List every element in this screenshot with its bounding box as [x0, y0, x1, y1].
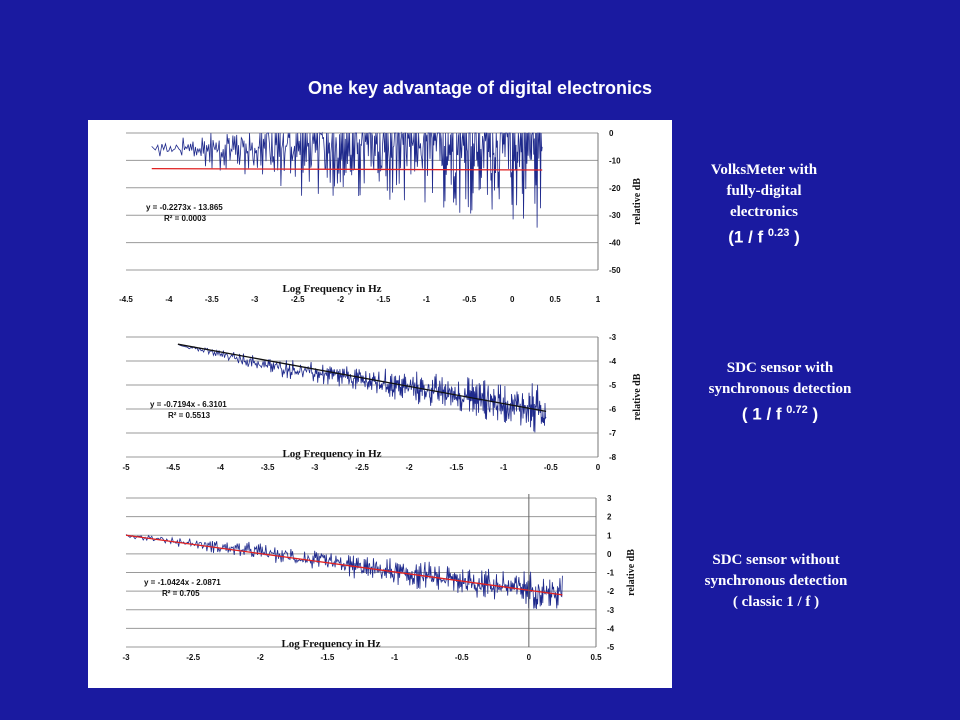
formula-suffix: ) [807, 404, 819, 424]
x-tick-label: -1.5 [377, 295, 391, 304]
fit-equation: y = -0.7194x - 6.3101 [150, 400, 227, 409]
y-axis-label: relative dB [632, 373, 643, 420]
x-tick-label: -2.5 [355, 463, 369, 472]
x-tick-label: -4 [165, 295, 173, 304]
x-tick-label: -3.5 [261, 463, 275, 472]
formula-prefix: ( 1 / f [741, 404, 787, 424]
annotation-line: fully-digital [726, 183, 802, 199]
r-squared: R² = 0.0003 [164, 214, 207, 223]
annotation-line: synchronous detection [704, 573, 848, 589]
charts-svg: 0-10-20-30-40-50-4.5 -4 -3.5 -3 -2.5 -2 -1.5 -1… [119, 129, 643, 662]
y-tick-label: 0 [607, 550, 612, 559]
slide-title: One key advantage of digital electronics [307, 78, 653, 98]
spectrum-series [125, 534, 563, 610]
y-tick-label: -5 [607, 643, 615, 652]
fit-equation: y = -0.2273x - 13.865 [146, 203, 223, 212]
x-axis-label: Log Frequency in Hz [281, 638, 380, 650]
x-tick-label: -3 [122, 653, 130, 662]
x-axis-label: Log Frequency in Hz [282, 448, 381, 460]
annotation-line: ( classic 1 / f ) [732, 594, 820, 610]
formula-exponent: 0.23 [767, 227, 790, 239]
y-tick-label: 2 [607, 513, 612, 522]
x-tick-label: 0 [527, 653, 532, 662]
annotation-line: electronics [729, 204, 799, 220]
x-tick-label: 0.5 [550, 295, 562, 304]
y-tick-label: -4 [607, 624, 615, 633]
annotation-line: VolksMeter with [710, 162, 818, 178]
y-tick-label: -3 [607, 606, 615, 615]
y-tick-label: -30 [609, 211, 621, 220]
annotation-formula: (1 / f 0.23 ) [664, 223, 864, 248]
y-tick-label: -5 [609, 381, 617, 390]
y-tick-label: -20 [609, 184, 621, 193]
formula-suffix: ) [789, 227, 800, 247]
x-tick-label: -1 [423, 295, 431, 304]
y-tick-label: 3 [607, 494, 612, 503]
x-tick-label: -4.5 [166, 463, 180, 472]
y-tick-label: 1 [607, 531, 612, 540]
spectrum-series [151, 131, 543, 228]
chart-panel: 0 -10 -20 -30 -40 -50 -4.5 -4 -3.5 -3 -2.5 -2 -1.5 -1… [88, 120, 672, 688]
x-tick-label: -1 [500, 463, 508, 472]
fit-equation: y = -1.0424x - 2.0871 [144, 578, 221, 587]
x-tick-label: -5 [122, 463, 130, 472]
y-tick-label: -50 [609, 266, 621, 275]
x-tick-label: -2 [257, 653, 265, 662]
r-squared: R² = 0.5513 [168, 411, 211, 420]
y-tick-label: -7 [609, 429, 617, 438]
trend-line [125, 534, 563, 596]
spectrum-series [177, 344, 547, 433]
x-tick-label: -0.5 [544, 463, 558, 472]
formula-prefix: (1 / f [728, 227, 768, 247]
trend-line [151, 167, 543, 171]
x-tick-label: -3.5 [205, 295, 219, 304]
annotation-formula: ( 1 / f 0.72 ) [680, 400, 880, 425]
x-tick-label: 0.5 [590, 653, 602, 662]
x-tick-label: -3 [251, 295, 259, 304]
x-tick-label: -2.5 [291, 295, 305, 304]
x-tick-label: -0.5 [462, 295, 476, 304]
x-tick-label: -3 [311, 463, 319, 472]
annotation-line: SDC sensor with [726, 360, 834, 376]
x-tick-label: -4 [217, 463, 225, 472]
x-tick-label: -4.5 [119, 295, 133, 304]
y-tick-label: -40 [609, 239, 621, 248]
x-axis-label: Log Frequency in Hz [282, 283, 381, 295]
annotation-sdc-sync: SDC sensor with synchronous detection ( … [680, 358, 880, 425]
y-tick-label: -8 [609, 453, 617, 462]
x-tick-label: 1 [596, 295, 601, 304]
x-tick-label: -1.5 [321, 653, 335, 662]
x-tick-label: -0.5 [455, 653, 469, 662]
x-tick-label: -1 [391, 653, 399, 662]
y-tick-label: -1 [607, 569, 615, 578]
formula-exponent: 0.72 [786, 404, 808, 416]
y-tick-label: -3 [609, 333, 617, 342]
trend-line [177, 343, 547, 413]
y-tick-label: -10 [609, 156, 621, 165]
x-tick-label: -2.5 [186, 653, 200, 662]
x-tick-label: -1.5 [450, 463, 464, 472]
y-axis-label: relative dB [632, 178, 643, 225]
x-tick-label: 0 [596, 463, 601, 472]
x-tick-label: -2 [406, 463, 414, 472]
y-tick-label: 0 [609, 129, 614, 138]
y-tick-label: -2 [607, 587, 615, 596]
y-axis-label: relative dB [626, 549, 637, 596]
y-tick-label: -6 [609, 405, 617, 414]
r-squared: R² = 0.705 [162, 589, 200, 598]
x-tick-label: 0 [510, 295, 515, 304]
y-tick-label: -4 [609, 357, 617, 366]
x-tick-label: -2 [337, 295, 345, 304]
annotation-volksmeter: VolksMeter with fully-digital electronic… [664, 160, 864, 248]
annotation-sdc-classic: SDC sensor without synchronous detection… [676, 550, 876, 613]
annotation-line: synchronous detection [708, 381, 852, 397]
annotation-line: SDC sensor without [712, 552, 840, 568]
